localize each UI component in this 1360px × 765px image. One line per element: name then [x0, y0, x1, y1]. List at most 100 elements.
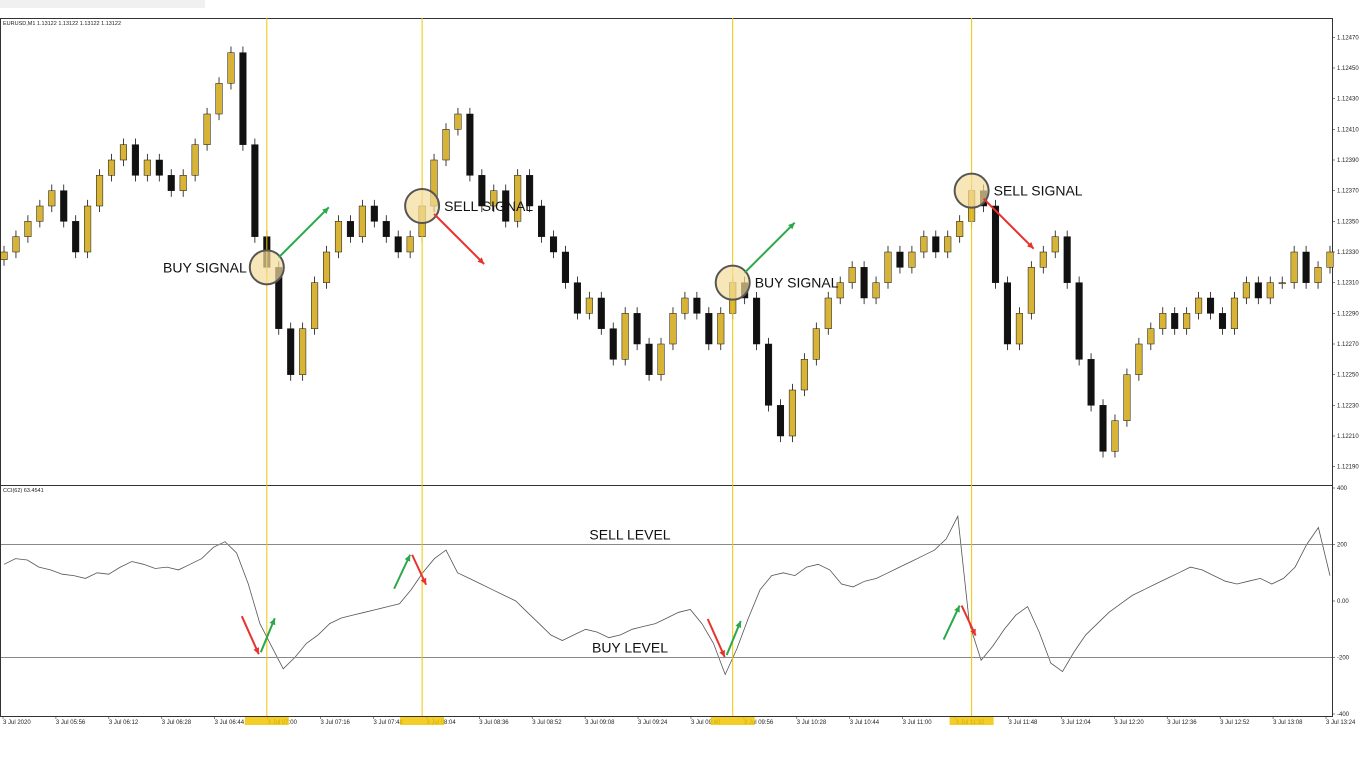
candle-body [549, 236, 558, 253]
candle-body [1063, 236, 1071, 283]
cci-arrow-down [240, 615, 260, 655]
candle-body [203, 113, 211, 145]
cci-arrow-down-head [420, 577, 427, 585]
x-tick-label: 3 Jul 05:56 [56, 720, 86, 726]
candle-body [1123, 374, 1131, 421]
x-tick-label: 3 Jul 12:04 [1061, 720, 1091, 726]
candle-body [621, 313, 629, 360]
cci-arrow-down-head [719, 650, 725, 658]
candle-body [693, 297, 701, 314]
signal-label: BUY SIGNAL [163, 259, 247, 275]
candle-body [346, 221, 354, 237]
y-tick-label: 1.12370 [1337, 189, 1359, 195]
candle-body [705, 313, 713, 345]
candle-body [932, 236, 940, 253]
candle-body [717, 313, 725, 345]
candle-body [394, 236, 402, 253]
candle-body [597, 297, 605, 329]
candle-body [1135, 343, 1143, 375]
candle-body [1290, 251, 1298, 283]
candle-body [502, 190, 510, 222]
x-tick-label: 3 Jul 10:28 [797, 720, 827, 726]
candle-body [382, 221, 390, 237]
x-tick-label: 3 Jul 12:52 [1220, 720, 1250, 726]
candle-body [1039, 251, 1047, 268]
candle-body [585, 297, 593, 314]
signal-label: SELL SIGNAL [994, 183, 1083, 199]
y-tick-label: 1.12290 [1337, 311, 1359, 317]
candle-body [824, 297, 832, 329]
signal-circle [714, 264, 751, 301]
cci-arrow-up-head [269, 618, 276, 626]
candle-body [167, 175, 175, 191]
candle-body [478, 175, 486, 207]
cci-levels: SELL LEVEL BUY LEVEL [1, 527, 1332, 658]
signal-label: BUY SIGNAL [755, 275, 839, 291]
signal-annotations: BUY SIGNAL SELL SIGNAL BUY SIGNAL SELL SIGN… [163, 172, 1083, 658]
x-tick-label: 3 Jul 09:40 [691, 720, 721, 726]
candle-body [776, 405, 785, 437]
candle-body [299, 328, 307, 375]
candle-body [287, 328, 295, 375]
candle-body [1171, 313, 1179, 329]
cci-chart-title: CCI(62) 63.4541 [3, 488, 44, 494]
candle-body [669, 313, 677, 345]
candle-body [1314, 267, 1322, 283]
candle-body [848, 267, 856, 283]
candle-body [107, 159, 116, 176]
signal-time-marker [949, 717, 994, 725]
signal-time-marker [244, 717, 289, 725]
candle-body [753, 297, 761, 345]
candle-body [454, 113, 462, 130]
cci-panel [0, 485, 1333, 717]
x-tick-label: 3 Jul 09:08 [585, 720, 615, 726]
candle-body [944, 236, 952, 253]
candle-body [1027, 267, 1035, 314]
y-tick-label: 1.12230 [1337, 403, 1359, 409]
y-tick-label: 1.12450 [1337, 66, 1359, 72]
candle-body [72, 221, 80, 253]
x-tick-label: 3 Jul 12:20 [1114, 720, 1144, 726]
x-tick-label: 3 Jul 2020 [3, 720, 31, 726]
candle-body [84, 205, 92, 253]
candle-body [466, 113, 474, 176]
cci-y-tick-label: 0.00 [1337, 599, 1349, 605]
candle-body [681, 297, 689, 314]
price-arrow-down-head [477, 257, 485, 264]
y-tick-label: 1.12190 [1337, 465, 1359, 471]
candle-body [1003, 282, 1011, 345]
candle-body [1147, 328, 1155, 345]
candle-body [48, 190, 56, 207]
cci-line [3, 514, 1331, 676]
candle-body [896, 251, 904, 268]
price-arrow-down [433, 213, 485, 265]
y-tick-label: 1.12410 [1337, 127, 1359, 133]
cci-y-tick-label: 200 [1337, 543, 1348, 549]
y-tick-label: 1.12270 [1337, 342, 1359, 348]
signal-time-marker [710, 717, 755, 725]
candle-body [442, 129, 450, 161]
candle-body [311, 282, 319, 329]
candle-body [884, 251, 892, 283]
candle-body [526, 175, 534, 207]
candle-body [788, 389, 796, 437]
x-tick-label: 3 Jul 06:12 [109, 720, 139, 726]
candle-body [538, 205, 546, 237]
candle-body [657, 343, 665, 375]
cci-arrow-down-head [970, 628, 976, 636]
candle-body [1195, 297, 1203, 314]
candle-body [1302, 251, 1310, 283]
candle-body [633, 313, 641, 345]
signal-label: SELL SIGNAL [444, 198, 533, 214]
candle-body [956, 221, 964, 237]
x-tick-label: 3 Jul 13:24 [1326, 720, 1356, 726]
y-tick-label: 1.12210 [1337, 434, 1359, 440]
candle-body [1218, 313, 1227, 329]
candle-body [490, 190, 498, 207]
x-tick-label: 3 Jul 11:48 [1008, 720, 1038, 726]
candle-body [60, 190, 68, 222]
main-chart-title: EURUSD,M1 1.13122 1.13122 1.13122 1.1312… [3, 21, 121, 27]
signal-vertical-lines [244, 18, 994, 725]
x-tick-label: 3 Jul 12:36 [1167, 720, 1197, 726]
